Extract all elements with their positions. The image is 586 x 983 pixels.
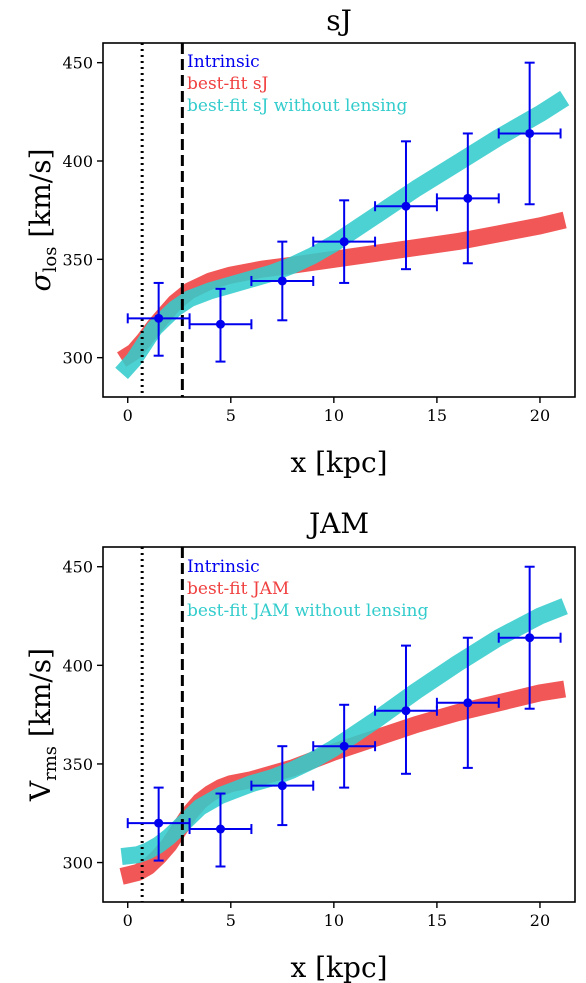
axes-frame	[102, 42, 576, 398]
y-axis-symbol: V	[24, 780, 57, 802]
y-tick-label: 300	[62, 349, 93, 368]
x-tick-label: 20	[530, 406, 550, 425]
legend-entry: best-fit sJ without lensing	[187, 96, 408, 116]
y-tick-label: 400	[62, 656, 93, 675]
x-tick-label: 0	[123, 406, 133, 425]
legend-entry: best-fit sJ	[187, 74, 269, 94]
x-tick-label: 10	[324, 406, 344, 425]
data-point	[525, 128, 535, 138]
data-point	[401, 201, 411, 211]
legend-entry: best-fit JAM	[187, 579, 289, 599]
legend-entry: Intrinsic	[187, 557, 260, 577]
data-point	[277, 276, 287, 286]
x-tick-label: 20	[530, 911, 550, 930]
x-tick-label: 15	[427, 911, 447, 930]
y-axis-unit: [km/s]	[24, 148, 57, 246]
legend-entry: best-fit JAM without lensing	[187, 601, 428, 621]
y-axis-label: Vrms [km/s]	[24, 648, 61, 802]
best-fit-curve	[119, 680, 567, 885]
data-point	[277, 781, 287, 791]
x-axis-label: x [kpc]	[290, 446, 387, 479]
x-tick-label: 0	[123, 911, 133, 930]
chart-title: sJ	[326, 4, 352, 37]
axes-frame	[102, 546, 576, 903]
data-point	[525, 633, 535, 643]
y-tick-label: 300	[62, 854, 93, 873]
x-tick-label: 5	[226, 911, 236, 930]
x-tick-label: 15	[427, 406, 447, 425]
jam-panel: JAM 0 5 10 15 20 300 350 400 450 x [kpc] Vrms [km/s…	[24, 507, 576, 983]
y-tick-label: 350	[62, 250, 93, 269]
sj-panel: sJ 0 5 10 15 20 300 350 400 450 x [kpc] σlos [km/s]…	[24, 4, 576, 479]
y-tick-label: 450	[62, 558, 93, 577]
data-point	[463, 698, 473, 708]
data-point	[215, 824, 225, 834]
y-axis-subscript: los	[40, 247, 61, 273]
data-point	[339, 237, 349, 247]
data-point	[154, 818, 164, 828]
y-axis-symbol: σ	[24, 272, 57, 292]
data-point	[401, 706, 411, 716]
y-tick-label: 400	[62, 152, 93, 171]
x-tick-label: 5	[226, 406, 236, 425]
y-axis-label: σlos [km/s]	[24, 148, 61, 291]
data-point	[154, 313, 164, 323]
chart-title: JAM	[306, 507, 369, 540]
y-axis-unit: [km/s]	[24, 648, 57, 746]
y-tick-label: 350	[62, 755, 93, 774]
no-lensing-curve	[115, 90, 570, 380]
legend-entry: Intrinsic	[187, 52, 260, 72]
x-axis-label: x [kpc]	[290, 951, 387, 983]
y-tick-label: 450	[62, 54, 93, 73]
data-point	[463, 193, 473, 203]
x-tick-label: 10	[324, 911, 344, 930]
data-point	[339, 741, 349, 751]
y-axis-subscript: rms	[40, 746, 61, 781]
no-lensing-curve	[120, 598, 568, 866]
data-point	[215, 319, 225, 329]
